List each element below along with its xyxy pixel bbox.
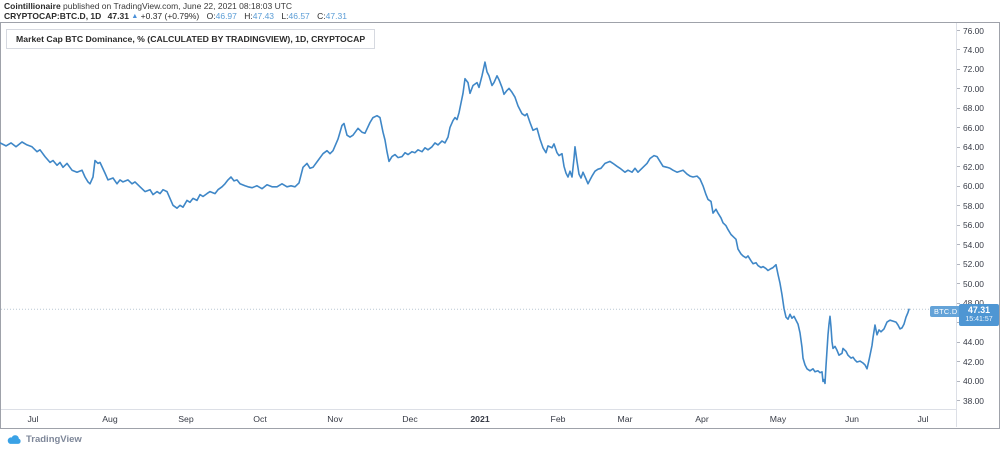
high-label: H: xyxy=(244,11,253,21)
price-axis-label: 72.00 xyxy=(963,64,984,75)
tradingview-brand-label: TradingView xyxy=(26,433,82,445)
time-axis-label: Jun xyxy=(844,414,860,424)
price-axis-tick xyxy=(957,68,960,70)
price-axis-tick xyxy=(957,361,960,363)
time-scale-separator xyxy=(1,409,956,410)
price-axis-label: 56.00 xyxy=(963,220,984,231)
price-axis-tick xyxy=(957,88,960,90)
price-axis-label: 76.00 xyxy=(963,25,984,36)
price-axis-tick xyxy=(957,380,960,382)
price-axis-label: 44.00 xyxy=(963,337,984,348)
price-axis-label: 52.00 xyxy=(963,259,984,270)
symbol-name: CRYPTOCAP:BTC.D, 1D xyxy=(4,11,102,21)
price-axis-label: 68.00 xyxy=(963,103,984,114)
price-change: +0.37 (+0.79%) xyxy=(140,11,200,21)
price-axis-label: 48.00 xyxy=(963,298,984,308)
price-axis-label: 62.00 xyxy=(963,161,984,172)
price-axis-tick xyxy=(957,146,960,148)
tradingview-brand[interactable]: TradingView xyxy=(7,431,82,447)
price-axis-label: 38.00 xyxy=(963,395,984,406)
chart-canvas[interactable] xyxy=(0,22,1000,429)
time-axis-label: May xyxy=(769,414,787,424)
price-axis-tick xyxy=(957,127,960,129)
high-value: 47.43 xyxy=(252,11,275,21)
price-axis-tick xyxy=(957,185,960,187)
price-axis-label: 74.00 xyxy=(963,44,984,55)
author-name: Cointillionaire xyxy=(4,1,61,11)
time-axis-label: Nov xyxy=(327,414,343,424)
last-price-badge: 47.31 15:41:57 xyxy=(959,304,999,326)
last-price-badge-value: 47.31 xyxy=(967,305,990,315)
time-axis-label: Sep xyxy=(178,414,194,424)
price-scale-separator xyxy=(956,23,957,427)
price-axis-tick xyxy=(957,49,960,51)
price-axis-tick xyxy=(957,107,960,109)
time-axis-label: 2021 xyxy=(470,414,490,424)
close-label: C: xyxy=(317,11,326,21)
time-axis-label: Jul xyxy=(27,414,39,424)
time-axis-label: Dec xyxy=(402,414,418,424)
low-value: 46.57 xyxy=(288,11,310,21)
last-price: 47.31 xyxy=(107,11,129,21)
chart-legend: Market Cap BTC Dominance, % (CALCULATED … xyxy=(6,29,376,49)
price-axis-label: 66.00 xyxy=(963,122,984,133)
time-axis-label: Feb xyxy=(550,414,566,424)
price-axis-label: 64.00 xyxy=(963,142,984,153)
time-axis-label: Mar xyxy=(617,414,633,424)
price-axis-label: 40.00 xyxy=(963,376,984,387)
price-axis-tick xyxy=(957,166,960,168)
price-axis-label: 50.00 xyxy=(963,278,984,289)
price-axis-tick xyxy=(957,205,960,207)
low-label: L: xyxy=(281,11,289,21)
price-axis-tick xyxy=(957,400,960,401)
price-axis-tick xyxy=(957,263,960,265)
published-text: published on TradingView.com, June 22, 2… xyxy=(60,1,293,11)
price-axis-label: 60.00 xyxy=(963,181,984,192)
price-axis-label: 54.00 xyxy=(963,239,984,250)
last-price-countdown: 15:41:57 xyxy=(965,316,993,323)
price-axis-tick xyxy=(957,283,960,285)
time-axis-label: Oct xyxy=(253,414,267,424)
time-axis-label: Apr xyxy=(695,414,709,424)
open-value: 46.97 xyxy=(215,11,237,21)
close-value: 47.31 xyxy=(325,11,347,21)
tradingview-cloud-icon xyxy=(7,434,22,445)
up-arrow-icon: ▲ xyxy=(131,13,139,20)
price-axis-tick xyxy=(957,244,960,246)
price-axis-tick xyxy=(957,30,960,31)
price-axis-label: 42.00 xyxy=(963,356,984,367)
open-label: O: xyxy=(206,11,216,21)
price-axis-tick xyxy=(957,341,960,343)
price-axis-tick xyxy=(957,302,960,304)
symbol-info-bar: CRYPTOCAP:BTC.D, 1D 47.31 ▲ +0.37 (+0.79… xyxy=(4,11,347,21)
price-axis-tick xyxy=(957,322,960,324)
time-axis-label: Jul xyxy=(917,414,929,424)
price-axis-label: 70.00 xyxy=(963,83,984,94)
symbol-tag-badge: BTC.D xyxy=(930,306,962,317)
attribution-line: Cointillionaire published on TradingView… xyxy=(4,1,292,11)
time-axis-label: Aug xyxy=(102,414,118,424)
price-axis-tick xyxy=(957,224,960,226)
price-axis-label: 58.00 xyxy=(963,200,984,211)
